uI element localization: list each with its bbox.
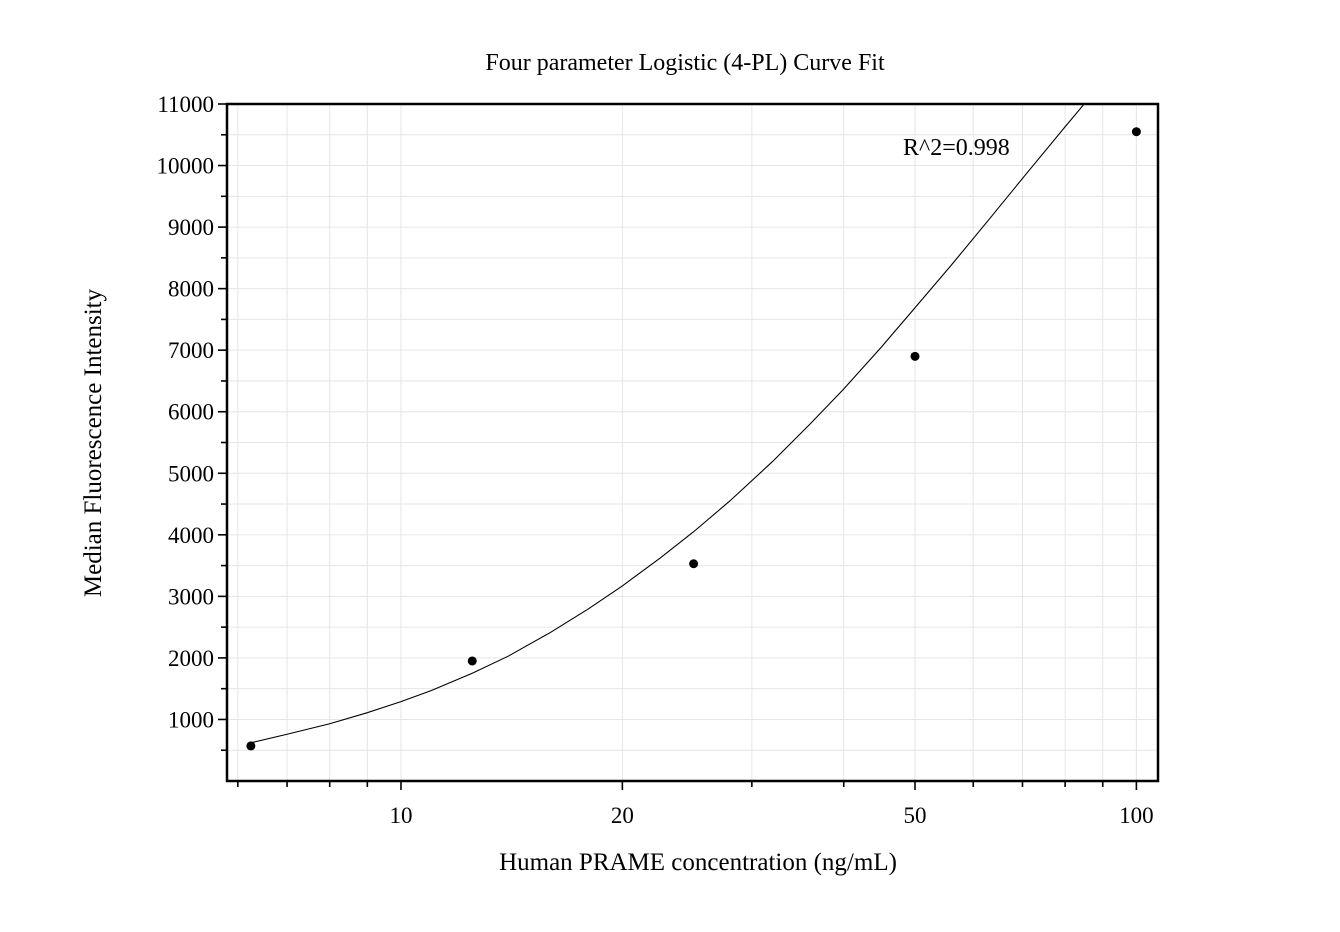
- y-tick-label: 3000: [168, 584, 214, 609]
- grid: [227, 104, 1158, 781]
- r-squared-annotation: R^2=0.998: [903, 135, 1010, 161]
- y-tick-label: 7000: [168, 338, 214, 363]
- data-point: [689, 559, 699, 569]
- y-tick-label: 2000: [168, 646, 214, 671]
- y-tick-label: 5000: [168, 461, 214, 486]
- y-tick-label: 6000: [168, 400, 214, 425]
- data-point: [910, 351, 920, 361]
- y-tick-label: 9000: [168, 215, 214, 240]
- x-axis-label: Human PRAME concentration (ng/mL): [499, 849, 897, 876]
- y-axis: 1000 2000 3000 4000 5000 6000 7000 8000 9000 1000…: [157, 92, 227, 752]
- y-tick-label: 8000: [168, 277, 214, 302]
- y-tick-label: 1000: [168, 707, 214, 732]
- y-tick-label: 10000: [157, 154, 215, 179]
- data-point: [1131, 127, 1141, 137]
- fit-curve: [250, 104, 1085, 744]
- x-tick-label: 10: [389, 803, 412, 828]
- data-point: [467, 656, 477, 666]
- x-tick-label: 20: [611, 803, 634, 828]
- data-point: [246, 741, 256, 751]
- chart-title: Four parameter Logistic (4-PL) Curve Fit: [485, 50, 885, 76]
- y-axis-label: Median Fluorescence Intensity: [80, 288, 107, 597]
- x-axis: 10 20 50 100: [237, 781, 1154, 828]
- y-tick-label: 4000: [168, 523, 214, 548]
- x-tick-label: 100: [1119, 803, 1154, 828]
- x-tick-label: 50: [904, 803, 927, 828]
- y-tick-label: 11000: [157, 92, 214, 117]
- plot-area: [246, 104, 1141, 751]
